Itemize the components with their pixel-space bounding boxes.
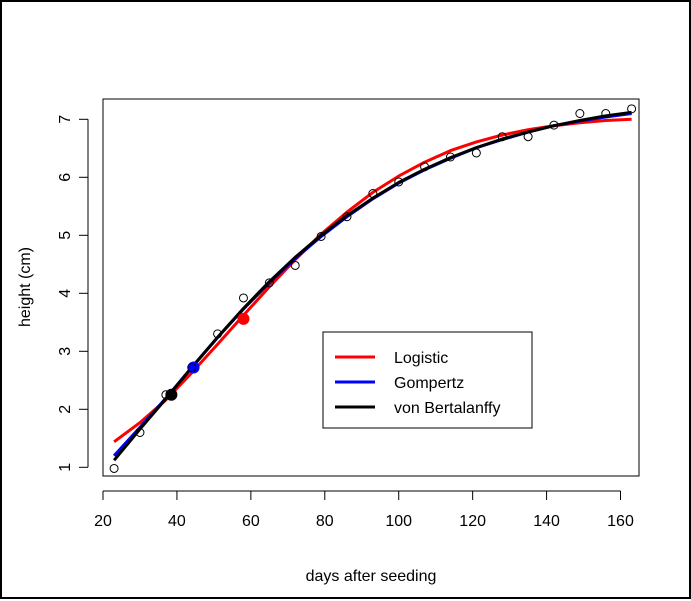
x-axis-label: days after seeding	[306, 568, 437, 585]
observation-point	[523, 132, 533, 142]
y-axis: 1 2 3 4 5 6 7	[57, 115, 89, 472]
observation-point	[601, 109, 611, 118]
x-tick-label: 20	[94, 513, 112, 530]
y-tick-label: 4	[57, 289, 74, 298]
y-tick-label: 6	[57, 173, 74, 182]
x-tick-label: 100	[385, 513, 412, 530]
observation-point	[627, 104, 637, 114]
observation-point	[575, 109, 585, 118]
observation-point	[161, 390, 171, 400]
x-tick-label: 40	[168, 513, 186, 530]
x-tick-label: 140	[533, 513, 560, 530]
x-tick-label: 60	[242, 513, 260, 530]
observation-point	[549, 120, 559, 130]
y-tick-label: 3	[57, 347, 74, 356]
x-tick-label: 160	[607, 513, 634, 530]
inflection-marker-gompertz	[187, 361, 200, 374]
observation-point	[497, 132, 507, 142]
observation-point	[264, 278, 274, 288]
inflection-markers	[165, 312, 250, 401]
plot-box	[102, 98, 640, 477]
series-line-von-bertalanffy	[112, 110, 632, 462]
x-tick-label: 120	[459, 513, 486, 530]
observation-point	[213, 329, 223, 339]
x-tick-label: 80	[316, 513, 334, 530]
legend-label-gompertz: Gompertz	[394, 375, 464, 392]
observation-point	[290, 260, 300, 270]
legend-box	[322, 331, 533, 429]
observation-point	[238, 293, 248, 303]
legend: Logistic Gompertz von Bertalanffy	[322, 331, 533, 429]
observation-point	[394, 177, 404, 187]
curve-layer	[112, 110, 632, 462]
y-tick-label: 5	[57, 231, 74, 240]
observation-point	[471, 148, 481, 158]
legend-label-von-bertalanffy: von Bertalanffy	[394, 400, 500, 417]
y-tick-label: 1	[57, 463, 74, 472]
y-tick-label: 2	[57, 405, 74, 414]
observation-point	[342, 212, 352, 222]
y-tick-label: 7	[57, 115, 74, 124]
observation-point	[316, 231, 326, 241]
observation-point	[135, 428, 145, 437]
observation-point	[420, 162, 430, 172]
inflection-marker-logistic	[237, 312, 250, 325]
observation-point	[368, 189, 378, 199]
observation-point	[445, 152, 455, 162]
observation-point	[187, 363, 197, 373]
y-axis-label: height (cm)	[17, 247, 34, 327]
observation-point	[109, 463, 119, 473]
legend-label-logistic: Logistic	[394, 350, 448, 367]
x-axis: 20 40 60 80 100 120 140 160	[94, 490, 634, 530]
observation-points	[109, 104, 637, 473]
